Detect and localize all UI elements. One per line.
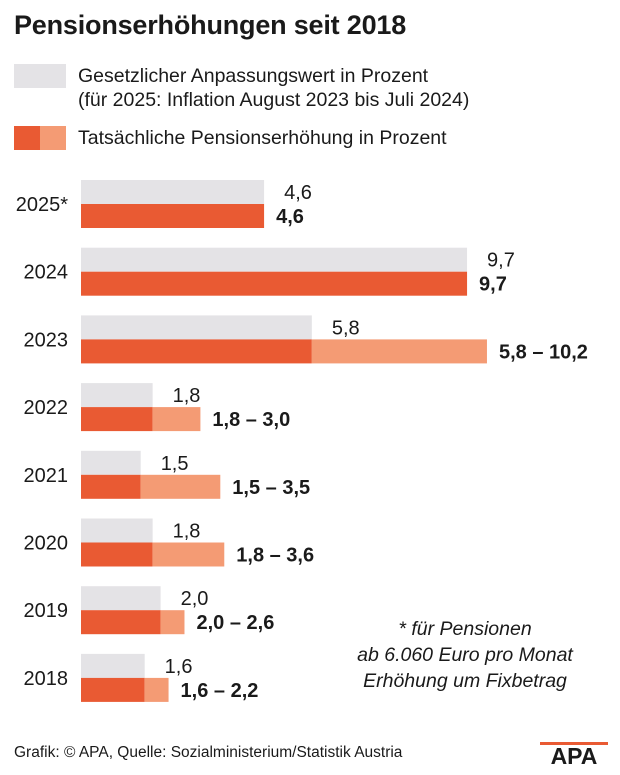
- bar-statutory: [81, 247, 468, 272]
- category-label: 2022: [24, 397, 69, 419]
- bar-actual-range: [152, 542, 225, 567]
- data-label-statutory: 1,6: [165, 656, 193, 678]
- data-label-statutory: 9,7: [487, 250, 515, 272]
- data-label-statutory: 5,8: [332, 317, 360, 339]
- data-label-actual: 4,6: [276, 206, 304, 228]
- data-label-actual: 5,8 – 10,2: [499, 341, 588, 363]
- bar-statutory: [81, 383, 153, 408]
- data-label-statutory: 1,5: [161, 453, 189, 475]
- footnote-line3: Erhöhung um Fixbetrag: [363, 670, 567, 692]
- apa-logo: APA: [540, 742, 608, 766]
- data-label-actual: 2,0 – 2,6: [196, 612, 274, 634]
- bar-actual-min: [81, 407, 153, 432]
- footnote-line2: ab 6.060 Euro pro Monat: [357, 644, 573, 666]
- data-label-actual: 9,7: [479, 274, 507, 296]
- category-label: 2024: [24, 262, 69, 284]
- bar-actual-min: [81, 271, 468, 296]
- legend-swatch-actual: [14, 126, 66, 150]
- legend-swatch-statutory: [14, 64, 66, 88]
- data-label-statutory: 2,0: [181, 588, 209, 610]
- category-label: 2025*: [16, 194, 68, 216]
- footnote: * für Pensionen ab 6.060 Euro pro Monat …: [322, 616, 608, 694]
- category-label: 2018: [24, 668, 69, 690]
- svg-text:APA: APA: [551, 743, 598, 766]
- bar-statutory: [81, 586, 161, 611]
- category-label: 2023: [24, 329, 69, 351]
- legend-label-statutory-line1: Gesetzlicher Anpassungswert in Prozent: [78, 65, 429, 87]
- footnote-line1: * für Pensionen: [398, 618, 532, 640]
- data-label-statutory: 1,8: [173, 385, 201, 407]
- bar-actual-range: [140, 474, 221, 499]
- bar-statutory: [81, 450, 141, 475]
- source-credit: Grafik: © APA, Quelle: Sozialministerium…: [14, 744, 403, 761]
- legend-label-statutory-line2: (für 2025: Inflation August 2023 bis Jul…: [78, 89, 470, 111]
- data-label-actual: 1,8 – 3,0: [212, 409, 290, 431]
- data-label-statutory: 4,6: [284, 182, 312, 204]
- bar-statutory: [81, 315, 312, 340]
- data-label-actual: 1,5 – 3,5: [232, 477, 310, 499]
- category-label: 2019: [24, 600, 69, 622]
- bar-actual-range: [311, 339, 487, 364]
- chart-title: Pensionserhöhungen seit 2018: [14, 10, 407, 40]
- data-label-actual: 1,6 – 2,2: [181, 680, 259, 702]
- bar-actual-range: [152, 407, 201, 432]
- legend-item-statutory: Gesetzlicher Anpassungswert in Prozent (…: [14, 64, 469, 112]
- bar-statutory: [81, 518, 153, 543]
- bar-actual-range: [144, 677, 169, 702]
- legend-label-actual: Tatsächliche Pensionserhöhung in Prozent: [78, 127, 447, 149]
- data-label-statutory: 1,8: [173, 521, 201, 543]
- bar-actual-min: [81, 474, 141, 499]
- bar-actual-min: [81, 542, 153, 567]
- bar-actual-min: [81, 204, 265, 228]
- bar-actual-min: [81, 339, 312, 364]
- legend-item-actual: Tatsächliche Pensionserhöhung in Prozent: [14, 126, 447, 150]
- bar-actual-range: [160, 610, 185, 635]
- category-label: 2021: [24, 465, 69, 487]
- data-label-actual: 1,8 – 3,6: [236, 545, 314, 567]
- bar-statutory: [81, 653, 145, 678]
- bar-actual-min: [81, 677, 145, 702]
- bar-statutory: [81, 180, 265, 204]
- category-label: 2020: [24, 533, 69, 555]
- bar-actual-min: [81, 610, 161, 635]
